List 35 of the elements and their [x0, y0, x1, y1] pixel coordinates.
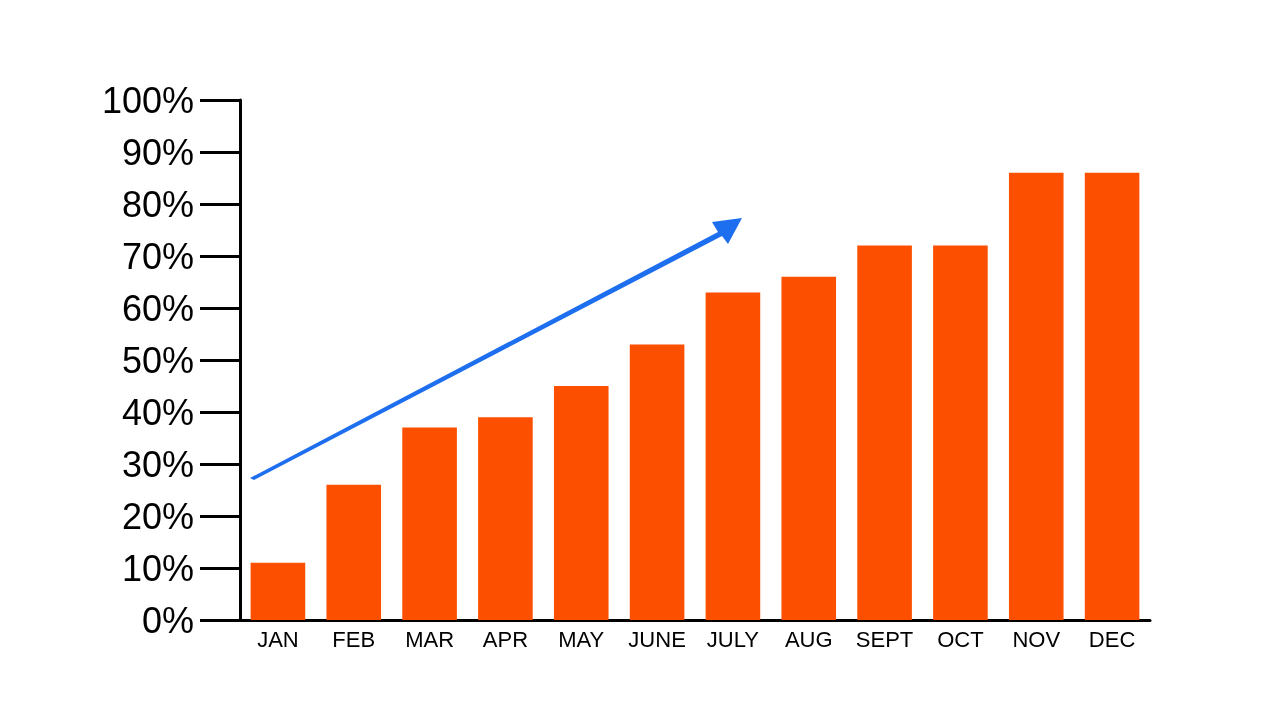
y-tick-label: 40% — [121, 391, 194, 433]
y-tick-label: 50% — [121, 339, 194, 381]
y-tick-label: 90% — [121, 131, 194, 173]
bar — [326, 484, 382, 620]
x-tick-label: FEB — [332, 626, 376, 652]
x-tick-label: MAR — [405, 626, 455, 652]
bar — [1008, 172, 1064, 620]
y-tick-label: 0% — [141, 599, 194, 641]
x-tick-label: SEPT — [855, 626, 914, 652]
x-tick-label: JULY — [706, 626, 760, 652]
y-tick-label: 60% — [121, 287, 194, 329]
bar — [1084, 172, 1140, 620]
x-tick-label: AUG — [784, 626, 833, 652]
bar — [857, 245, 912, 620]
bar — [705, 292, 761, 620]
y-tick-label: 80% — [121, 183, 194, 225]
bar — [478, 417, 533, 620]
y-tick-label: 70% — [121, 235, 194, 277]
x-tick-label: JAN — [257, 626, 299, 652]
y-tick-label: 10% — [121, 547, 194, 589]
bar — [402, 427, 457, 620]
bar — [250, 562, 306, 620]
x-tick-label: NOV — [1012, 626, 1061, 652]
bar — [629, 344, 685, 620]
y-tick-label: 100% — [101, 79, 194, 121]
y-tick-label: 20% — [121, 495, 194, 537]
bar — [781, 276, 837, 620]
bar — [553, 386, 609, 620]
x-tick-label: DEC — [1088, 626, 1136, 652]
x-tick-label: APR — [482, 626, 529, 652]
y-tick-label: 30% — [121, 443, 194, 485]
x-tick-label: MAY — [558, 626, 605, 652]
x-tick-label: JUNE — [628, 626, 686, 652]
x-tick-label: OCT — [937, 626, 984, 652]
bar — [933, 245, 988, 620]
